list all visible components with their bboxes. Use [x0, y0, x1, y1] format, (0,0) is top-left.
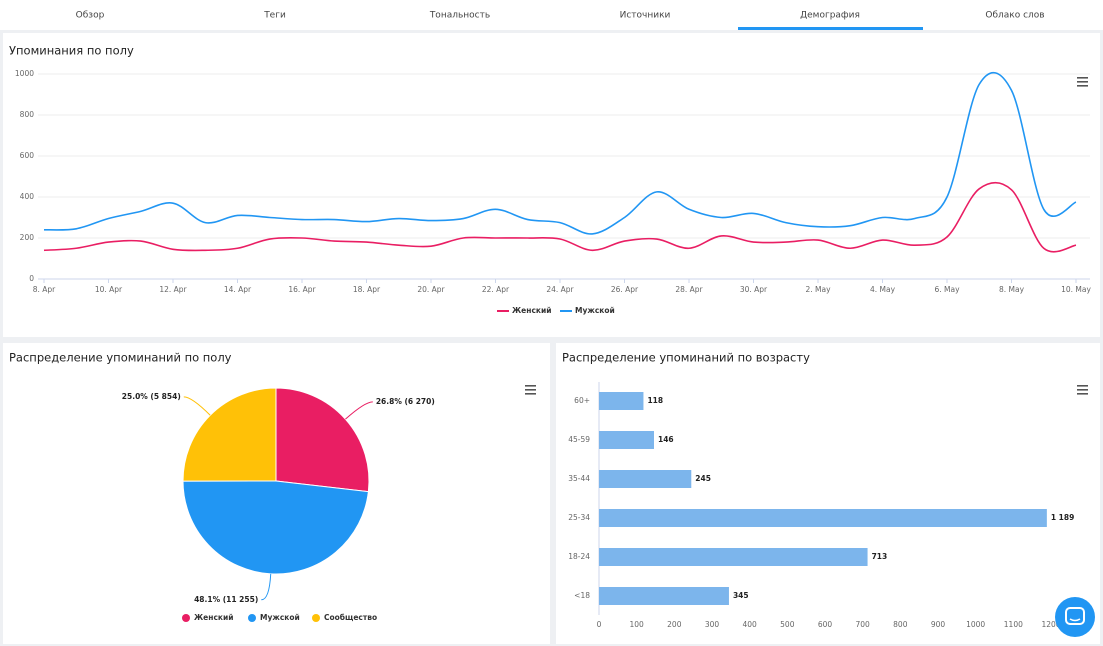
menu-icon[interactable]: [1077, 77, 1088, 87]
x-tick-label: 6. May: [934, 285, 960, 294]
y-tick-label: 45-59: [568, 435, 590, 444]
pie-slice: [182, 387, 277, 482]
bar: [599, 392, 644, 410]
x-tick-label: 600: [818, 620, 833, 629]
y-tick-label: 25-34: [568, 513, 590, 522]
x-tick-label: 4. May: [870, 285, 896, 294]
data-label: 25.0% (5 854): [122, 392, 181, 401]
x-tick-label: 900: [931, 620, 946, 629]
y-tick-label: <18: [574, 591, 590, 600]
x-tick-label: 200: [667, 620, 682, 629]
panel: [3, 33, 1100, 337]
x-tick-label: 14. Apr: [224, 285, 252, 294]
x-tick-label: 10. May: [1061, 285, 1091, 294]
tab[interactable]: Источники: [620, 11, 671, 21]
data-label: 118: [647, 396, 663, 405]
y-tick-label: 600: [20, 151, 35, 160]
active-tab-underline: [738, 27, 923, 30]
tab[interactable]: Демография: [800, 11, 860, 21]
chart-title: Распределение упоминаний по возрасту: [562, 351, 810, 365]
chat-button[interactable]: [1055, 597, 1095, 637]
x-tick-label: 0: [597, 620, 602, 629]
x-tick-label: 1000: [966, 620, 985, 629]
x-tick-label: 22. Apr: [482, 285, 510, 294]
legend-label: Мужской: [575, 306, 615, 315]
bar: [599, 587, 729, 605]
bar: [599, 431, 654, 449]
legend-swatch: [312, 614, 320, 622]
y-tick-label: 18-24: [568, 552, 590, 561]
y-tick-label: 400: [20, 192, 35, 201]
y-tick-label: 60+: [574, 396, 590, 405]
data-label: 146: [658, 435, 674, 444]
series-line: [43, 181, 1077, 253]
x-tick-label: 1100: [1004, 620, 1023, 629]
x-tick-label: 1200: [1041, 620, 1060, 629]
legend-swatch: [248, 614, 256, 622]
x-tick-label: 400: [743, 620, 758, 629]
x-tick-label: 8. May: [999, 285, 1025, 294]
x-tick-label: 24. Apr: [546, 285, 574, 294]
pie-slice: [275, 387, 370, 493]
label-connector: [261, 573, 272, 601]
legend-label: Сообщество: [324, 613, 377, 622]
y-tick-label: 1000: [15, 69, 34, 78]
menu-icon[interactable]: [525, 385, 536, 395]
chart-title: Упоминания по полу: [9, 44, 134, 58]
x-tick-label: 30. Apr: [740, 285, 768, 294]
data-label: 48.1% (11 255): [194, 595, 258, 604]
x-tick-label: 500: [780, 620, 795, 629]
x-tick-label: 28. Apr: [675, 285, 703, 294]
menu-icon[interactable]: [1077, 385, 1088, 395]
x-tick-label: 300: [705, 620, 720, 629]
y-tick-label: 200: [20, 233, 35, 242]
x-tick-label: 16. Apr: [288, 285, 316, 294]
x-tick-label: 8. Apr: [33, 285, 56, 294]
data-label: 245: [695, 474, 711, 483]
tab[interactable]: Обзор: [76, 11, 105, 21]
legend-label: Женский: [194, 613, 234, 622]
label-connector: [345, 401, 373, 420]
x-tick-label: 10. Apr: [95, 285, 123, 294]
x-tick-label: 20. Apr: [417, 285, 445, 294]
series-line: [43, 72, 1077, 235]
bar: [599, 509, 1047, 527]
legend-label: Мужской: [260, 613, 300, 622]
chart-title: Распределение упоминаний по полу: [9, 351, 232, 365]
bar: [599, 548, 868, 566]
x-tick-label: 26. Apr: [611, 285, 639, 294]
data-label: 345: [733, 591, 749, 600]
x-tick-label: 700: [856, 620, 871, 629]
x-tick-label: 2. May: [805, 285, 831, 294]
tab-bar: [0, 0, 1103, 30]
x-tick-label: 18. Apr: [353, 285, 381, 294]
legend-label: Женский: [512, 306, 552, 315]
y-tick-label: 0: [29, 274, 34, 283]
data-label: 713: [872, 552, 888, 561]
data-label: 26.8% (6 270): [376, 397, 435, 406]
tab[interactable]: Облако слов: [985, 11, 1044, 21]
label-connector: [183, 396, 211, 416]
tab[interactable]: Теги: [263, 11, 286, 21]
x-tick-label: 800: [893, 620, 908, 629]
y-tick-label: 800: [20, 110, 35, 119]
x-tick-label: 100: [630, 620, 645, 629]
legend-swatch: [182, 614, 190, 622]
y-tick-label: 35-44: [568, 474, 590, 483]
x-tick-label: 12. Apr: [159, 285, 187, 294]
data-label: 1 189: [1051, 513, 1075, 522]
bar: [599, 470, 692, 488]
tab[interactable]: Тональность: [429, 11, 490, 21]
